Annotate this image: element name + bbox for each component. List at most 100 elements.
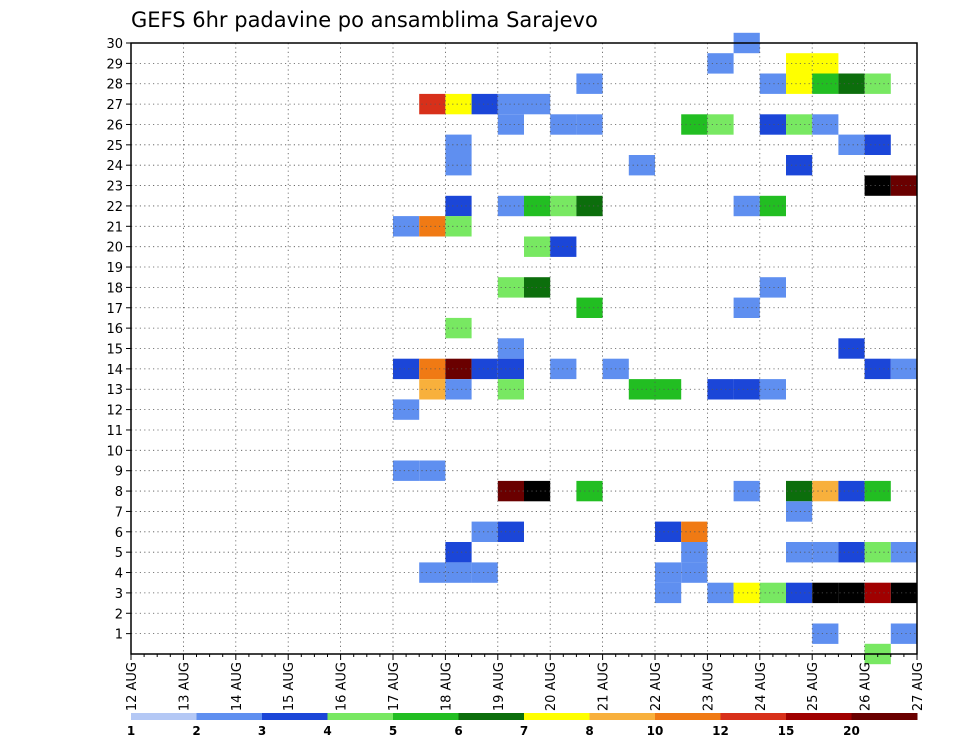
x-tick-label: 24 AUG — [754, 662, 769, 711]
colorbar-swatch — [131, 713, 197, 720]
colorbar-swatch — [458, 713, 525, 720]
precip-cell — [759, 195, 786, 217]
colorbar-swatch — [589, 713, 656, 720]
precip-cell — [497, 195, 524, 217]
colorbar-swatch — [851, 713, 918, 720]
colorbar-swatch — [720, 713, 787, 720]
precip-cell — [419, 93, 446, 115]
precip-cell — [864, 480, 891, 502]
y-tick-label: 15 — [106, 343, 123, 358]
precip-cell — [419, 216, 446, 237]
x-tick-label: 25 AUG — [806, 662, 821, 711]
x-tick-label: 12 AUG — [125, 662, 140, 711]
precip-cell — [838, 134, 865, 155]
y-tick-label: 19 — [106, 261, 123, 276]
precip-cell — [471, 521, 498, 542]
precip-cell — [524, 480, 551, 502]
precip-cell — [445, 562, 472, 583]
precip-cell — [497, 480, 524, 502]
precip-cell — [812, 53, 839, 74]
precip-cell — [890, 175, 917, 196]
precip-cell — [707, 53, 734, 74]
precip-cell — [445, 195, 472, 217]
y-tick-label: 13 — [106, 383, 123, 398]
precip-cell — [445, 542, 472, 563]
colorbar-label: 5 — [389, 724, 397, 738]
y-tick-label: 21 — [106, 220, 123, 235]
precip-cell — [393, 399, 420, 420]
x-tick-label: 16 AUG — [335, 662, 350, 711]
precip-cell — [497, 379, 524, 400]
y-tick-label: 22 — [106, 200, 123, 215]
precip-cell — [707, 582, 734, 604]
precip-cell — [733, 195, 760, 217]
precip-cell — [838, 542, 865, 563]
precip-cell — [759, 277, 786, 298]
colorbar-label: 15 — [778, 724, 795, 738]
colorbar-label: 2 — [192, 724, 200, 738]
precip-cell — [445, 216, 472, 237]
colorbar-swatch — [262, 713, 328, 720]
precip-cell — [864, 582, 891, 604]
y-tick-label: 28 — [106, 78, 123, 93]
colorbar-label: 3 — [258, 724, 266, 738]
x-tick-label: 22 AUG — [649, 662, 664, 711]
precip-cell — [707, 379, 734, 400]
colorbar-label: 20 — [843, 724, 860, 738]
precip-cell — [524, 277, 551, 298]
precip-cell — [733, 379, 760, 400]
colorbar-label: 6 — [454, 724, 462, 738]
colorbar-label: 10 — [647, 724, 664, 738]
precip-cell — [497, 521, 524, 542]
precip-cell — [497, 93, 524, 115]
precip-cell — [419, 460, 446, 481]
precip-cell — [759, 73, 786, 94]
y-tick-label: 1 — [115, 628, 123, 643]
precip-cell — [497, 358, 524, 380]
y-tick-label: 4 — [115, 567, 123, 582]
y-tick-label: 20 — [106, 241, 123, 256]
y-tick-label: 16 — [106, 322, 123, 337]
precip-cell — [393, 216, 420, 237]
colorbar-swatch — [196, 713, 263, 720]
precip-cell — [393, 358, 420, 380]
colorbar-swatch — [327, 713, 394, 720]
precip-cell — [812, 623, 839, 644]
y-tick-label: 17 — [106, 302, 123, 317]
precip-cell — [838, 480, 865, 502]
precip-cell — [838, 73, 865, 94]
x-tick-label: 20 AUG — [544, 662, 559, 711]
colorbar-label: 7 — [520, 724, 528, 738]
precip-cell — [471, 562, 498, 583]
precip-cell — [786, 155, 813, 176]
x-tick-label: 15 AUG — [282, 662, 297, 711]
y-tick-label: 14 — [106, 363, 123, 378]
precip-cell — [707, 114, 734, 135]
colorbar-swatch — [655, 713, 721, 720]
x-tick-label: 27 AUG — [911, 662, 926, 711]
precip-cell — [890, 358, 917, 380]
colorbar-swatch — [393, 713, 459, 720]
precip-cell — [445, 134, 472, 155]
precip-cell — [524, 236, 551, 257]
x-tick-label: 21 AUG — [597, 662, 612, 711]
x-tick-label: 14 AUG — [230, 662, 245, 711]
precip-cell — [812, 542, 839, 563]
y-tick-label: 23 — [106, 180, 123, 195]
precip-cell — [812, 582, 839, 604]
y-tick-label: 6 — [115, 526, 123, 541]
y-axis: 1234567891011121314151617181920212223242… — [106, 37, 131, 643]
precip-cell — [419, 379, 446, 400]
precip-cell — [786, 480, 813, 502]
colorbar-label: 1 — [127, 724, 135, 738]
precip-cell — [838, 338, 865, 359]
y-tick-label: 30 — [106, 37, 123, 52]
y-tick-label: 3 — [115, 587, 123, 602]
precip-cell — [497, 114, 524, 135]
x-tick-label: 19 AUG — [492, 662, 507, 711]
precip-cell — [445, 379, 472, 400]
y-tick-label: 27 — [106, 98, 123, 113]
colorbar-label: 8 — [585, 724, 593, 738]
precip-cell — [497, 338, 524, 359]
